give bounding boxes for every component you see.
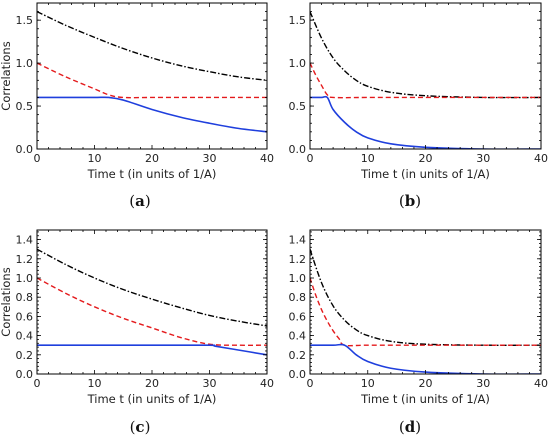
c-panel-caption: (c) [130,418,151,436]
b-plot-frame [309,2,542,150]
d-xtick-label: 30 [476,377,490,390]
b-xtick-label: 40 [534,152,548,165]
d-solid-curve [310,343,541,374]
c-ytick-label: 0.2 [16,349,34,362]
a-ytick-label: 1.0 [16,57,34,70]
b-ytick-label: 0.5 [289,100,307,113]
d-panel-caption: (d) [399,418,421,436]
c-xtick-label: 0 [34,377,41,390]
c-y-axis-title: Correlations [0,267,13,336]
a-xtick-label: 20 [145,152,159,165]
c-plot-frame [36,229,268,375]
c-dashdot-curve [37,248,267,327]
panel-b: 0 10 20 30 40 0.0 0.5 1.0 1.5 Time t (in units of… [289,2,548,210]
d-xtick-label: 10 [361,377,375,390]
a-dashdot-curve [37,10,267,81]
d-dashed-curve [310,277,541,347]
c-ytick-label: 0.4 [16,330,34,343]
d-ytick-label: 1.4 [289,234,307,247]
a-ytick-label: 1.5 [16,14,34,27]
b-x-axis-title: Time t (in units of 1/A) [360,167,490,181]
b-dashdot-curve [310,11,541,99]
b-ytick-label: 0.0 [289,143,307,156]
d-ytick-label: 0.4 [289,330,307,343]
b-xtick-label: 0 [307,152,314,165]
d-xtick-label: 0 [307,377,314,390]
d-ytick-label: 0.8 [289,291,307,304]
c-xtick-label: 10 [88,377,102,390]
c-x-axis-title: Time t (in units of 1/A) [87,392,217,406]
b-ytick-label: 1.5 [289,14,307,27]
c-ytick-label: 0.0 [16,368,34,381]
c-ytick-label: 1.0 [16,272,34,285]
c-dashed-curve [37,277,267,346]
b-dashed-curve [310,62,541,99]
a-dashed-curve [37,62,267,99]
c-ytick-label: 0.8 [16,291,34,304]
c-xtick-label: 40 [260,377,274,390]
d-xtick-label: 40 [534,377,548,390]
b-panel-caption: (b) [399,192,421,210]
c-ytick-label: 0.6 [16,310,34,323]
b-ytick-label: 1.0 [289,57,307,70]
panel-d: 0 10 20 30 40 0.0 0.2 0.4 0.6 0.8 1.0 1.2 1.4 Time t … [289,229,548,436]
a-solid-curve [37,96,267,133]
d-xtick-label: 20 [419,377,433,390]
a-xtick-label: 30 [203,152,217,165]
a-panel-caption: (a) [129,192,150,210]
a-y-axis-title: Correlations [0,41,13,110]
d-ytick-label: 0.0 [289,368,307,381]
c-solid-curve [37,344,267,356]
d-dashdot-curve [310,248,541,346]
d-ytick-label: 0.2 [289,349,307,362]
d-plot-frame [309,229,542,375]
a-ytick-label: 0.5 [16,100,34,113]
a-ytick-label: 0.0 [16,143,34,156]
d-ytick-label: 1.2 [289,253,307,266]
d-ytick-label: 1.0 [289,272,307,285]
d-x-axis-title: Time t (in units of 1/A) [360,392,490,406]
d-ytick-label: 0.6 [289,310,307,323]
b-xtick-label: 10 [361,152,375,165]
a-xtick-label: 40 [260,152,274,165]
panel-a: 0 10 20 30 40 0.0 0.5 1.0 1.5 Time t (in units of… [0,2,274,210]
a-xtick-label: 10 [88,152,102,165]
c-ytick-label: 1.2 [16,253,34,266]
c-xtick-label: 20 [145,377,159,390]
c-xtick-label: 30 [203,377,217,390]
c-ytick-label: 1.4 [16,234,34,247]
a-xtick-label: 0 [34,152,41,165]
a-x-axis-title: Time t (in units of 1/A) [87,167,217,181]
panel-c: 0 10 20 30 40 0.0 0.2 0.4 0.6 0.8 1.0 1.2 1.4 Time t … [0,229,274,436]
b-xtick-label: 30 [476,152,490,165]
b-solid-curve [310,95,541,149]
b-xtick-label: 20 [419,152,433,165]
